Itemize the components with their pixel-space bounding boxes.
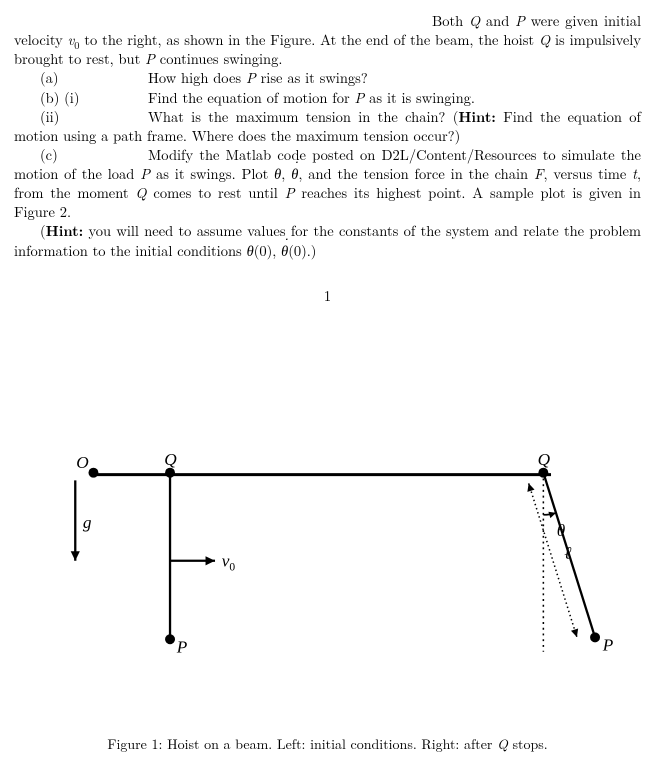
sym-theta-dot: θ — [291, 165, 298, 184]
label-b-ii: (ii) — [40, 108, 148, 127]
txt: and — [480, 11, 515, 31]
item-c: (c)Modify the Matlab code posted on D2L/… — [14, 146, 641, 223]
txt: as it swings. Plot — [150, 164, 274, 184]
sym-P: P — [140, 164, 150, 184]
figure-gap — [14, 316, 641, 440]
sym-P: P — [515, 11, 525, 31]
sym-theta: θ — [247, 241, 254, 261]
item-b-ii: (ii)What is the maximum tension in the c… — [14, 108, 641, 146]
txt: (0), — [254, 241, 281, 261]
svg-text:ℓ: ℓ — [564, 543, 572, 562]
sym-Q: Q — [539, 30, 550, 50]
sym-Q: Q — [469, 11, 480, 31]
hint-label: Hint: — [458, 107, 496, 127]
txt: you will need to assume values for the c… — [14, 221, 641, 260]
hint-label: Hint: — [46, 221, 84, 241]
txt: , — [281, 164, 291, 184]
sym-theta-dot: θ — [281, 242, 288, 261]
svg-text:0: 0 — [229, 561, 235, 573]
sym-Q: Q — [497, 734, 508, 754]
sym-P: P — [246, 68, 256, 88]
caption-text: stops. — [508, 734, 548, 754]
txt: as it is swinging. — [364, 88, 475, 108]
txt: Find the equation of motion for — [148, 88, 355, 108]
label-c: (c) — [40, 146, 148, 165]
txt: to the right, as shown in the Figure. At… — [80, 30, 539, 50]
sym-P: P — [145, 49, 155, 69]
svg-text:O: O — [76, 453, 89, 472]
svg-text:Q: Q — [164, 450, 177, 469]
svg-text:P: P — [602, 636, 614, 655]
intro-lead: Both — [432, 11, 469, 31]
txt: , versus time — [543, 164, 632, 184]
sym-P: P — [355, 88, 365, 108]
caption-text: Figure 1: Hoist on a beam. Left: initial… — [107, 734, 497, 754]
label-b-i: (b) (i) — [40, 89, 148, 108]
svg-text:P: P — [176, 637, 188, 656]
txt: What is the maximum tension in the chain… — [148, 107, 458, 127]
txt: continues swinging. — [155, 49, 282, 69]
txt: (0).) — [288, 241, 316, 261]
hint-paragraph: (Hint: you will need to assume values fo… — [14, 222, 641, 260]
page-number: 1 — [14, 287, 641, 306]
figure-caption: Figure 1: Hoist on a beam. Left: initial… — [14, 735, 641, 753]
figure-hoist: OQPgv0QPℓθ — [14, 440, 641, 716]
svg-text:g: g — [83, 513, 92, 532]
item-a: (a)How high does P rise as it swings? — [14, 69, 641, 88]
svg-text:Q: Q — [538, 450, 551, 469]
txt: rise as it swings? — [256, 68, 368, 88]
svg-text:θ: θ — [557, 521, 566, 540]
txt: comes to rest until — [147, 183, 285, 203]
intro-paragraph: Both Q and P were given initial velocity… — [14, 12, 641, 69]
sym-P: P — [285, 183, 295, 203]
txt: How high does — [148, 68, 246, 88]
label-a: (a) — [40, 69, 148, 88]
txt: , and the tension force in the chain — [298, 164, 534, 184]
sym-Q: Q — [135, 183, 146, 203]
item-b-i: (b) (i)Find the equation of motion for P… — [14, 89, 641, 108]
